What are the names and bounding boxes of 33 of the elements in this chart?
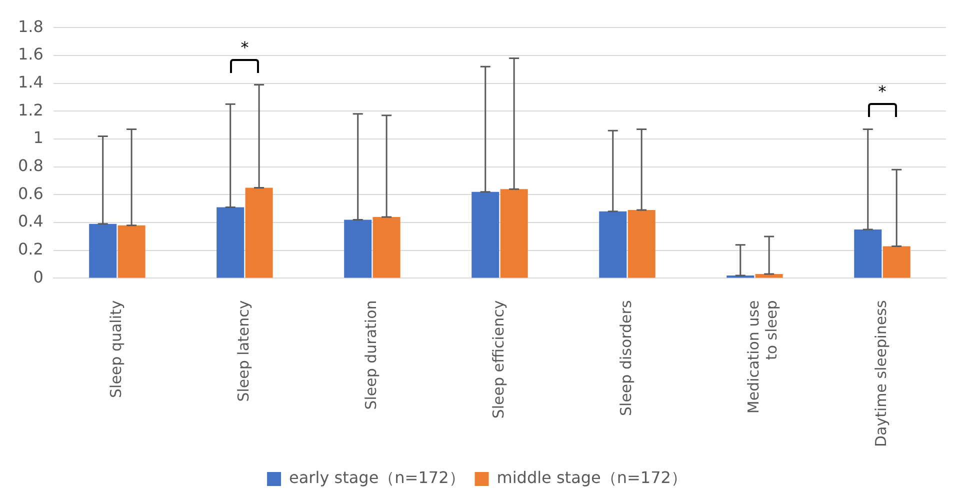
y-tick-label: 0.4 (18, 212, 44, 231)
y-tick-label: 0.2 (18, 240, 44, 259)
bar (372, 216, 400, 278)
x-tick-label: Medication use to sleep (744, 300, 781, 414)
legend-label: middle stage（n=172） (496, 468, 687, 488)
bar (472, 192, 500, 278)
x-tick-label: Sleep latency (234, 300, 253, 402)
bar (216, 207, 244, 278)
bar (628, 210, 656, 278)
x-tick-label: Sleep efficiency (490, 300, 508, 419)
y-tick-label: 0.6 (18, 184, 44, 203)
bar (882, 246, 910, 278)
x-tick-label: Sleep quality (107, 300, 126, 398)
bar (344, 220, 372, 278)
bar (245, 188, 273, 278)
y-tick-label: 1.8 (18, 16, 44, 36)
y-tick-label: 1.6 (18, 44, 44, 64)
bar (89, 224, 117, 278)
x-tick-label: Sleep disorders (617, 300, 636, 416)
bar (854, 229, 882, 278)
x-tick-label: Daytime sleepiness (872, 300, 890, 448)
bar (599, 211, 627, 278)
y-tick-label: 1.4 (18, 72, 44, 92)
annotation: * (877, 82, 888, 102)
x-tick-label: Sleep duration (362, 300, 380, 410)
bar (500, 189, 528, 278)
y-tick-label: 1.2 (18, 100, 44, 120)
y-tick-label: 0 (33, 267, 44, 286)
y-tick-label: 1 (33, 128, 44, 148)
legend-label: early stage（n=172） (289, 468, 465, 488)
y-tick-label: 0.8 (18, 156, 44, 175)
bar (118, 225, 146, 278)
annotation: * (240, 38, 250, 57)
